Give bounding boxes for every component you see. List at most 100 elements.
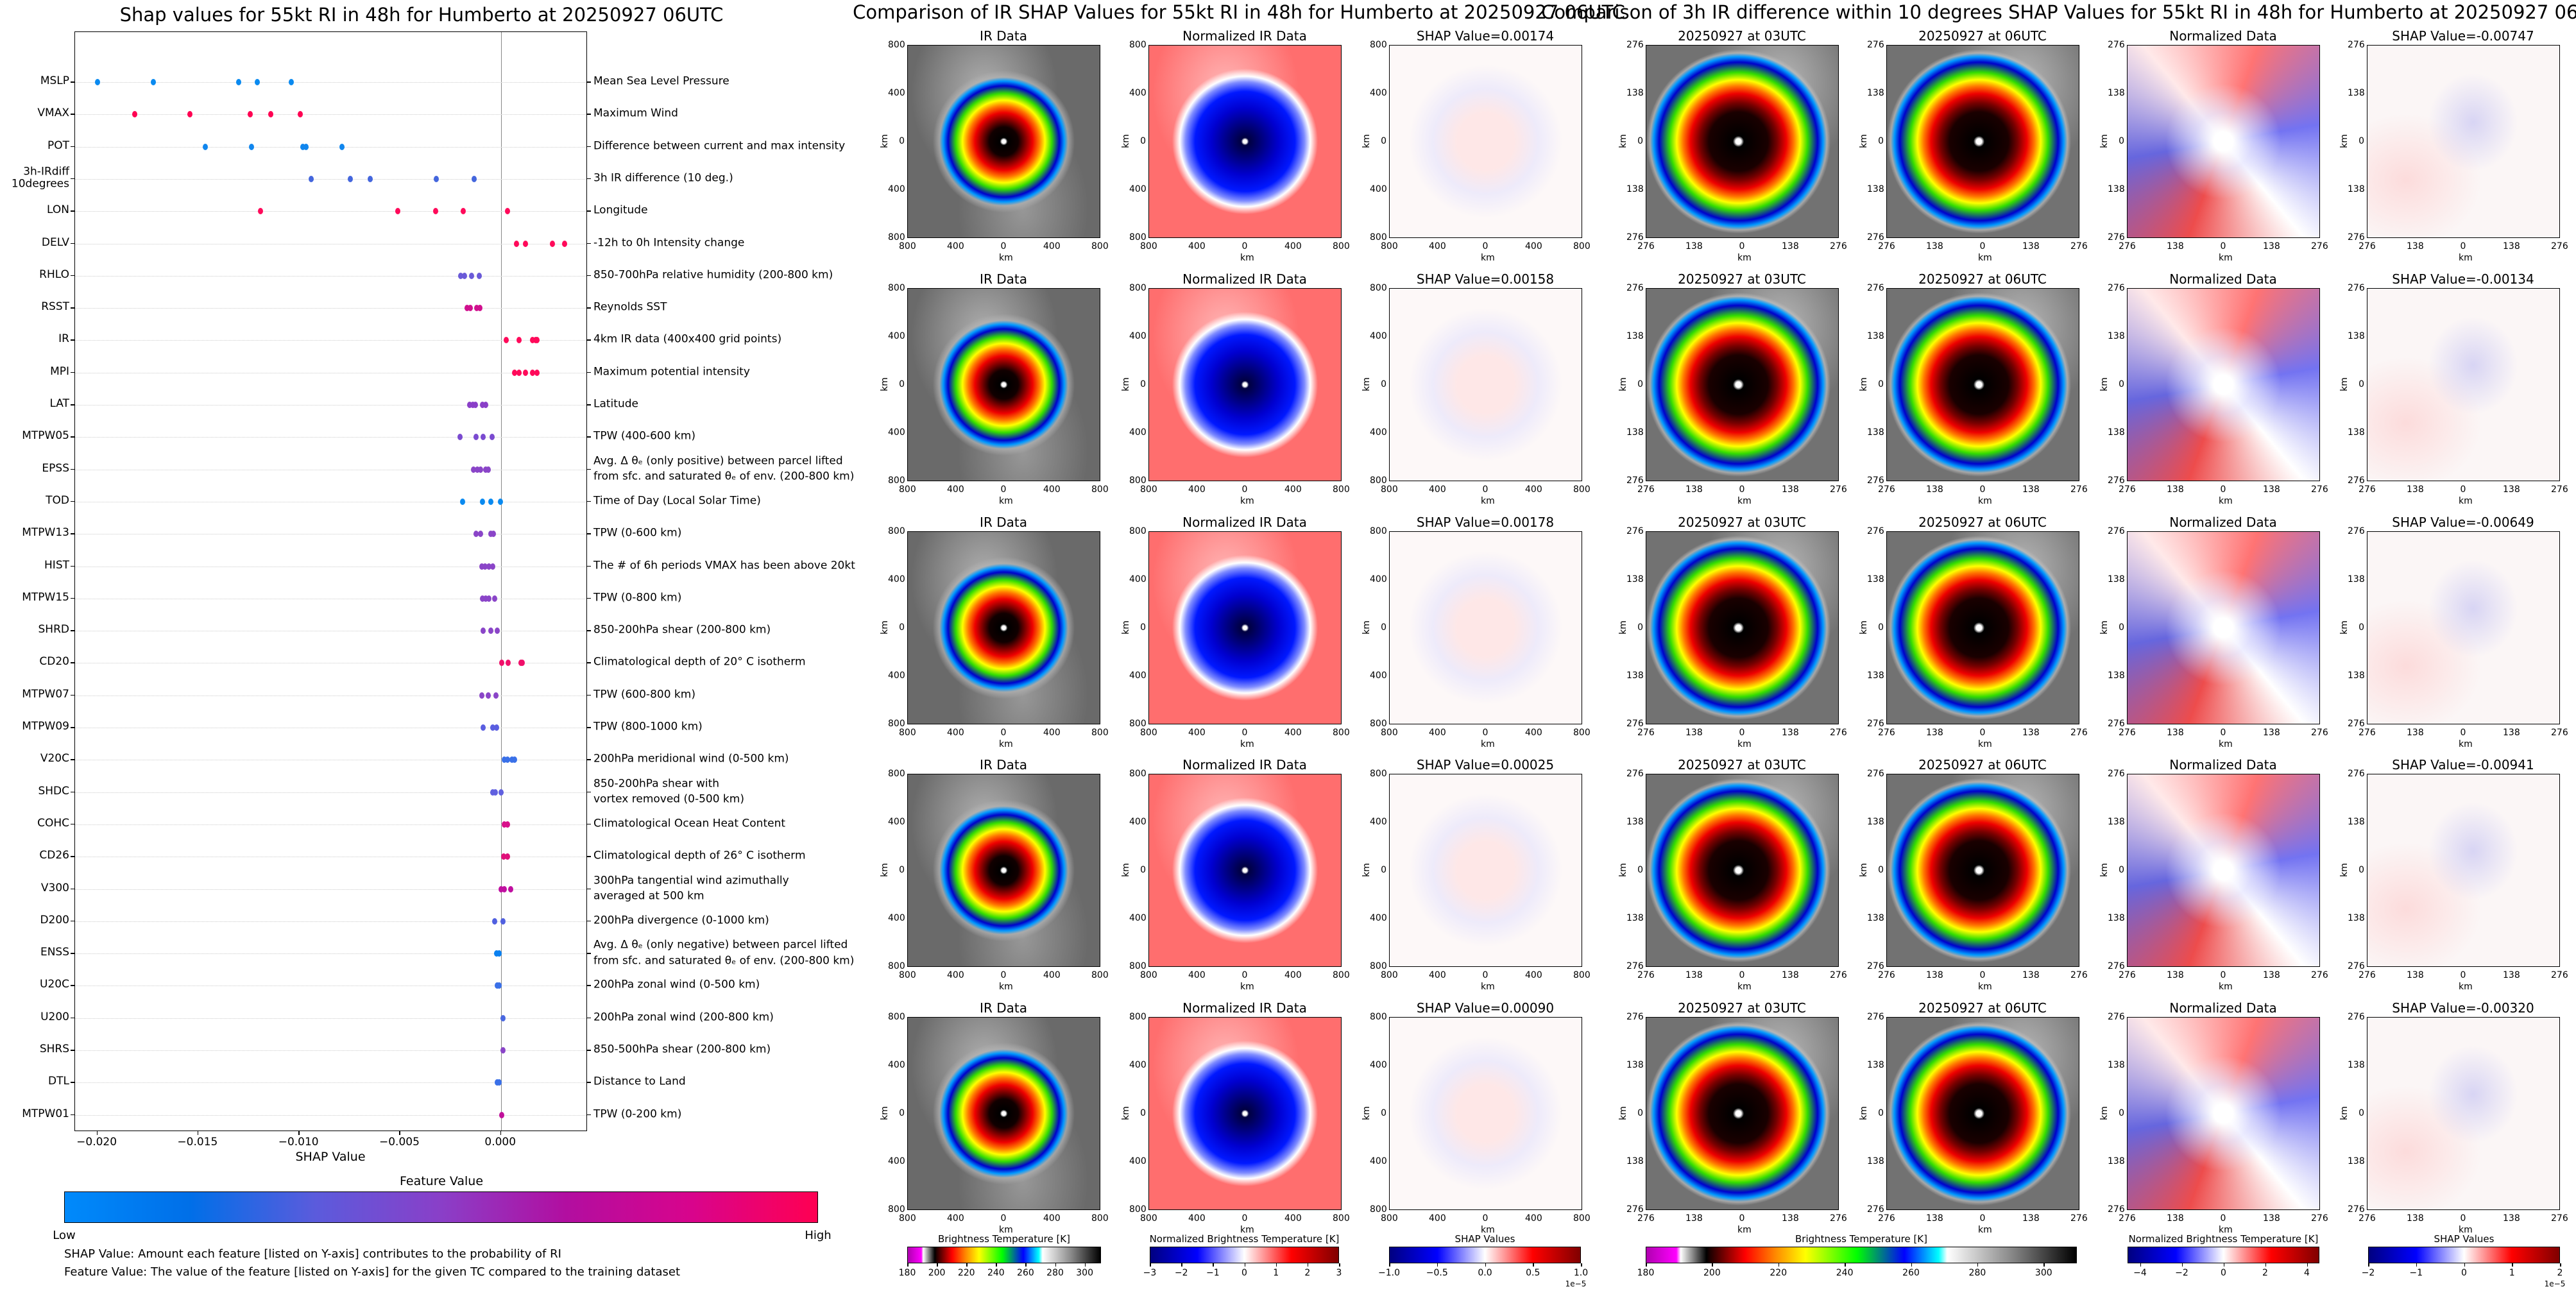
feature-description-label: TPW (0-200 km) xyxy=(593,1107,682,1121)
shap-dot xyxy=(500,1014,506,1021)
feature-code-label: SHDC xyxy=(38,784,69,798)
x-tick-label: 138 xyxy=(2022,484,2040,495)
y-tick-label: 800 xyxy=(888,232,905,243)
shap-dot xyxy=(470,402,475,408)
x-tick-label: 276 xyxy=(2551,1213,2568,1224)
x-tick-label: 138 xyxy=(2503,970,2520,980)
x-tick-label: 0 xyxy=(1241,241,1248,252)
x-tick-label: 138 xyxy=(2503,1213,2520,1224)
y-tick-label: 276 xyxy=(1626,1204,1644,1215)
shap-dot xyxy=(473,531,479,538)
x-tick-label: 138 xyxy=(2407,484,2424,495)
x-tick-label: 276 xyxy=(2358,484,2376,495)
y-tick-label: 276 xyxy=(2108,769,2125,779)
x-tick-label: 0 xyxy=(1482,970,1488,980)
feature-description-label: 850-200hPa shear with vortex removed (0-… xyxy=(593,776,744,806)
y-tick-right xyxy=(587,436,591,438)
x-axis-label: km xyxy=(2459,253,2473,263)
colorbar-tick xyxy=(2560,1263,2561,1267)
shap-dot xyxy=(457,272,463,279)
colorbar-tick xyxy=(1275,1263,1277,1267)
x-tick-label: 276 xyxy=(2119,970,2136,980)
colorbar-tick-label: 300 xyxy=(2034,1268,2052,1278)
y-tick-label: 276 xyxy=(1626,232,1644,243)
normalized-ir-panel xyxy=(1148,1017,1342,1210)
shap-dot xyxy=(474,305,480,312)
y-tick-label: 0 xyxy=(899,622,905,633)
shap-value-note: SHAP Value: Amount each feature [listed … xyxy=(64,1247,561,1261)
y-tick-label: 800 xyxy=(1129,961,1147,971)
y-tick-right xyxy=(587,533,591,534)
x-axis-label: km xyxy=(1481,253,1495,263)
shap-dot xyxy=(488,531,493,538)
x-tick-label: 800 xyxy=(1140,970,1157,980)
y-tick-right xyxy=(587,243,591,244)
y-tick xyxy=(71,307,74,309)
shap-dot xyxy=(494,950,500,957)
colorbar-tick xyxy=(1150,1263,1151,1267)
y-tick-label: 276 xyxy=(1626,475,1644,486)
y-tick-label: 138 xyxy=(1626,817,1644,827)
shap-dot xyxy=(512,756,518,764)
diff-shap-panel xyxy=(2367,288,2560,481)
feature-description-label: Avg. Δ θₑ (only negative) between parcel… xyxy=(593,938,855,968)
y-axis-label: km xyxy=(1617,620,1628,635)
y-tick xyxy=(71,178,74,180)
x-tick-label: 276 xyxy=(1830,484,1847,495)
x-tick-label: −0.015 xyxy=(177,1136,218,1148)
x-tick-label: 800 xyxy=(1381,970,1398,980)
ir-03utc-panel xyxy=(1646,774,1839,967)
x-tick-label: −0.005 xyxy=(379,1136,420,1148)
y-tick-label: 138 xyxy=(1626,427,1644,438)
shap-dot xyxy=(500,918,506,925)
x-tick-label: 0 xyxy=(1739,1213,1745,1224)
y-tick-label: 276 xyxy=(1626,961,1644,971)
x-tick-label: 138 xyxy=(2167,1213,2184,1224)
shap-dot xyxy=(303,143,309,150)
ir-data-panel xyxy=(907,774,1100,967)
feature-description-label: 200hPa zonal wind (0-500 km) xyxy=(593,978,760,992)
y-tick-label: 800 xyxy=(888,769,905,779)
x-tick-label: 138 xyxy=(1926,241,1943,252)
shap-dot xyxy=(466,402,472,408)
y-tick xyxy=(71,985,74,986)
x-tick-label: 276 xyxy=(2551,484,2568,495)
y-tick-label: 400 xyxy=(1370,574,1387,585)
shap-dot xyxy=(496,982,502,989)
shap-dot xyxy=(471,466,477,473)
x-tick-label: 800 xyxy=(1333,241,1350,252)
shap-dot xyxy=(132,111,137,118)
feature-description-label: Maximum potential intensity xyxy=(593,365,750,379)
colorbar-tick-label: 0.0 xyxy=(1478,1268,1492,1278)
y-tick-label: 276 xyxy=(1626,769,1644,779)
panel-title: SHAP Value=0.00174 xyxy=(1416,28,1555,44)
x-tick-label: 400 xyxy=(1188,970,1206,980)
shap-dot xyxy=(459,498,465,505)
shap-dot xyxy=(494,724,500,731)
y-tick-right xyxy=(587,404,591,405)
panel-title: IR Data xyxy=(980,28,1027,44)
y-axis-label: km xyxy=(2099,377,2110,391)
diff-shap-panel xyxy=(2367,1017,2560,1210)
ir-06utc-panel xyxy=(1886,1017,2079,1210)
feature-value-colorbar-title: Feature Value xyxy=(399,1174,484,1188)
x-tick-label: 800 xyxy=(1140,241,1157,252)
x-tick xyxy=(500,1131,502,1135)
y-axis-label: km xyxy=(2099,863,2110,877)
colorbar-tick-label: −2 xyxy=(1174,1268,1188,1278)
y-tick-label: 800 xyxy=(1370,769,1387,779)
x-tick-label: 138 xyxy=(1926,970,1943,980)
feature-description-label: Difference between current and max inten… xyxy=(593,139,846,153)
panel-title: Normalized IR Data xyxy=(1182,515,1307,530)
row-gridline xyxy=(75,1018,586,1019)
y-tick xyxy=(71,114,74,115)
y-axis-label: km xyxy=(1120,1106,1131,1120)
y-tick-label: 0 xyxy=(2119,865,2124,875)
x-tick-label: 800 xyxy=(1573,241,1591,252)
y-axis-label: km xyxy=(2339,620,2350,635)
y-tick-label: 400 xyxy=(1129,1060,1147,1070)
diff-shap-values-colorbar xyxy=(2368,1247,2560,1263)
y-tick xyxy=(71,533,74,534)
shap-dot xyxy=(482,402,488,408)
shap-dot xyxy=(504,821,510,828)
